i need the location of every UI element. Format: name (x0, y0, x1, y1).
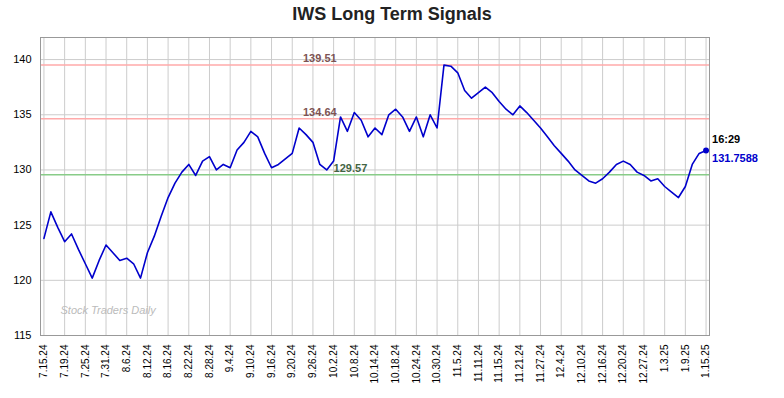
svg-text:8.6.24: 8.6.24 (121, 344, 132, 372)
svg-text:9.16.24: 9.16.24 (266, 344, 277, 378)
svg-text:8.28.24: 8.28.24 (204, 344, 215, 378)
svg-text:1.15.25: 1.15.25 (700, 344, 711, 378)
svg-text:9.10.24: 9.10.24 (245, 344, 256, 378)
svg-text:135: 135 (13, 108, 31, 120)
svg-text:11.11.24: 11.11.24 (473, 344, 484, 382)
svg-text:140: 140 (13, 53, 31, 65)
svg-text:9.4.24: 9.4.24 (224, 344, 235, 372)
svg-text:9.26.24: 9.26.24 (307, 344, 318, 378)
svg-text:134.64: 134.64 (303, 106, 338, 118)
svg-text:12.10.24: 12.10.24 (576, 344, 587, 383)
svg-text:115: 115 (14, 329, 32, 341)
svg-text:16:29: 16:29 (712, 133, 740, 145)
svg-text:1.9.25: 1.9.25 (680, 344, 691, 372)
svg-text:9.20.24: 9.20.24 (286, 344, 297, 378)
svg-text:10.18.24: 10.18.24 (390, 344, 401, 383)
svg-text:7.31.24: 7.31.24 (100, 344, 111, 378)
svg-text:125: 125 (13, 219, 31, 231)
svg-text:7.15.24: 7.15.24 (38, 344, 49, 378)
svg-text:7.19.24: 7.19.24 (59, 344, 70, 378)
svg-text:Stock Traders Daily: Stock Traders Daily (61, 304, 158, 316)
svg-text:11.21.24: 11.21.24 (514, 344, 525, 383)
svg-text:8.12.24: 8.12.24 (142, 344, 153, 378)
svg-text:12.27.24: 12.27.24 (638, 344, 649, 383)
svg-text:8.22.24: 8.22.24 (183, 344, 194, 378)
html-text:IWS Long Term Signals: IWS Long Term Signals (292, 4, 492, 24)
svg-text:12.4.24: 12.4.24 (555, 344, 566, 378)
svg-text:131.7588: 131.7588 (712, 152, 758, 164)
svg-text:8.16.24: 8.16.24 (162, 344, 173, 378)
svg-text:11.5.24: 11.5.24 (452, 344, 463, 377)
svg-text:129.57: 129.57 (334, 162, 368, 174)
svg-text:12.20.24: 12.20.24 (617, 344, 628, 383)
svg-text:7.25.24: 7.25.24 (80, 344, 91, 378)
svg-text:139.51: 139.51 (303, 52, 337, 64)
svg-text:11.27.24: 11.27.24 (535, 344, 546, 383)
svg-text:12.16.24: 12.16.24 (597, 344, 608, 383)
svg-text:130: 130 (13, 163, 31, 175)
svg-text:10.2.24: 10.2.24 (328, 344, 339, 378)
svg-text:1.3.25: 1.3.25 (659, 344, 670, 372)
svg-text:10.30.24: 10.30.24 (431, 344, 442, 383)
svg-text:10.14.24: 10.14.24 (369, 344, 380, 383)
svg-text:11.15.24: 11.15.24 (493, 344, 504, 383)
svg-text:120: 120 (13, 274, 31, 286)
svg-text:10.8.24: 10.8.24 (349, 344, 360, 378)
svg-text:10.24.24: 10.24.24 (411, 344, 422, 383)
